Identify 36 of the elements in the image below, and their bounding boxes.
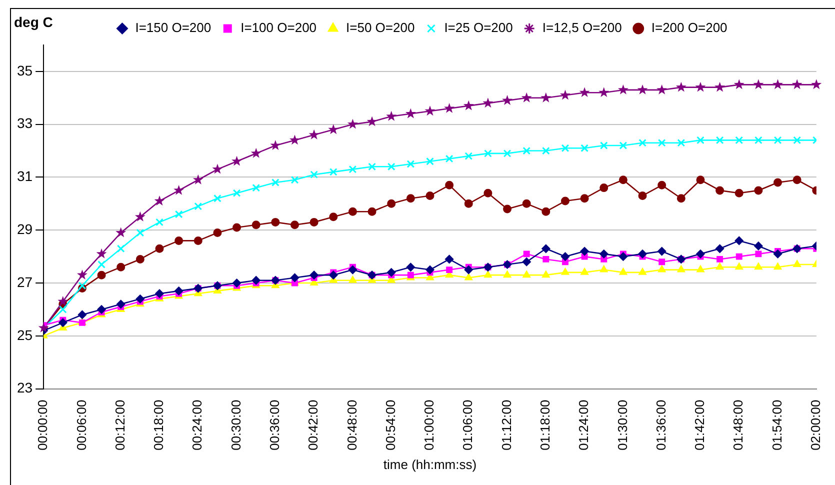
x-tick-label: 00:54:00 (382, 400, 398, 450)
x-tick-label: 00:06:00 (74, 400, 89, 450)
x-axis-title: time (hh:mm:ss) (383, 456, 477, 472)
y-tick-label: 25 (16, 326, 33, 343)
x-tick-label: 00:36:00 (267, 400, 282, 450)
x-tick-label: 01:30:00 (614, 400, 630, 450)
x-tick-label: 00:12:00 (112, 400, 128, 450)
x-tick-label: 01:54:00 (769, 400, 784, 450)
x-tick-label: 01:00:00 (422, 400, 437, 450)
legend-label: I=50 O=200 (346, 20, 415, 36)
y-tick-label: 35 (16, 62, 33, 78)
x-tick-label: 00:24:00 (190, 400, 205, 450)
x-tick-label: 01:42:00 (692, 400, 708, 450)
x-tick-label: 00:42:00 (306, 400, 321, 450)
y-tick-label: 27 (16, 274, 33, 290)
x-tick-label: 01:06:00 (460, 400, 476, 450)
x-tick-label: 00:48:00 (344, 400, 360, 450)
x-tick-label: 00:00:00 (35, 400, 50, 450)
y-axis-title: deg C (14, 14, 53, 30)
legend-label: I=25 O=200 (444, 20, 513, 36)
y-tick-label: 33 (16, 115, 33, 132)
legend-label: I=150 O=200 (135, 20, 212, 36)
legend-label: I=12,5 O=200 (542, 20, 622, 36)
y-tick-label: 23 (16, 380, 33, 396)
x-tick-label: 01:48:00 (730, 400, 746, 450)
x-tick-label: 01:12:00 (498, 400, 514, 450)
legend-label: I=200 O=200 (651, 20, 728, 36)
x-tick-label: 01:18:00 (537, 400, 552, 450)
x-tick-label: 02:00:00 (808, 400, 823, 450)
y-tick-label: 29 (16, 220, 33, 237)
x-tick-label: 01:36:00 (653, 400, 668, 450)
x-tick-label: 00:30:00 (228, 400, 244, 450)
x-tick-label: 00:18:00 (151, 400, 166, 450)
x-tick-label: 01:24:00 (576, 400, 592, 450)
legend-label: I=100 O=200 (240, 20, 317, 36)
y-tick-label: 31 (16, 168, 33, 184)
